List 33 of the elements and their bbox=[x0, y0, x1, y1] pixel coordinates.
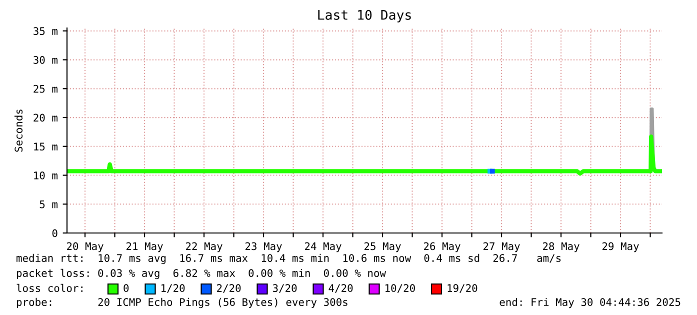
legend-label: 2/20 bbox=[217, 284, 241, 293]
legend-title: loss color: bbox=[16, 284, 82, 292]
x-tick-label: 25 May bbox=[364, 242, 401, 252]
text: end: Fri May 30 04:44:36 2025 bbox=[500, 298, 680, 308]
legend-label: 10/20 bbox=[386, 284, 415, 293]
x-tick-label: 23 May bbox=[245, 242, 282, 252]
y-tick-label: 35 m bbox=[34, 27, 58, 36]
x-tick-label: 24 May bbox=[304, 242, 342, 252]
legend-label: 4/20 bbox=[328, 284, 353, 293]
y-axis-title: Seconds bbox=[14, 110, 23, 152]
legend-label: 3/20 bbox=[272, 284, 297, 293]
y-tick-label: 20 m bbox=[34, 114, 58, 122]
y-tick-label: 0 bbox=[52, 229, 58, 238]
text: probe: 20 ICMP Echo Pings (56 Bytes) every 300s bbox=[16, 298, 348, 308]
line-series bbox=[67, 134, 662, 176]
x-tick-label: 20 May bbox=[66, 242, 104, 252]
y-tick-label: 5 m bbox=[40, 200, 58, 208]
y-tick-label: 25 m bbox=[34, 84, 58, 93]
legend-label: 0 bbox=[124, 284, 129, 292]
x-tick-label: 28 May bbox=[542, 242, 580, 252]
x-tick-label: 21 May bbox=[126, 242, 163, 252]
y-tick-label: 10 m bbox=[34, 172, 58, 180]
y-tick-label: 30 m bbox=[34, 56, 58, 64]
text: packet loss: 0.03 % avg 6.82 % max 0.00 % min 0.00 % now bbox=[16, 268, 386, 280]
x-tick-label: 29 May bbox=[602, 242, 639, 252]
x-tick-label: 27 May bbox=[483, 242, 520, 252]
chart-title: Last 10 Days bbox=[318, 10, 411, 22]
y-tick-label: 15 m bbox=[34, 142, 58, 151]
text: median rtt: 10.7 ms avg 16.7 ms max 10.4 ms min 10.6 ms now 0.4 ms sd 26.7 am/s bbox=[16, 254, 561, 264]
legend-label: 19/20 bbox=[448, 284, 478, 293]
legend-label: 1/20 bbox=[162, 284, 185, 293]
x-tick-label: 26 May bbox=[424, 242, 460, 252]
x-tick-label: 22 May bbox=[186, 242, 222, 252]
